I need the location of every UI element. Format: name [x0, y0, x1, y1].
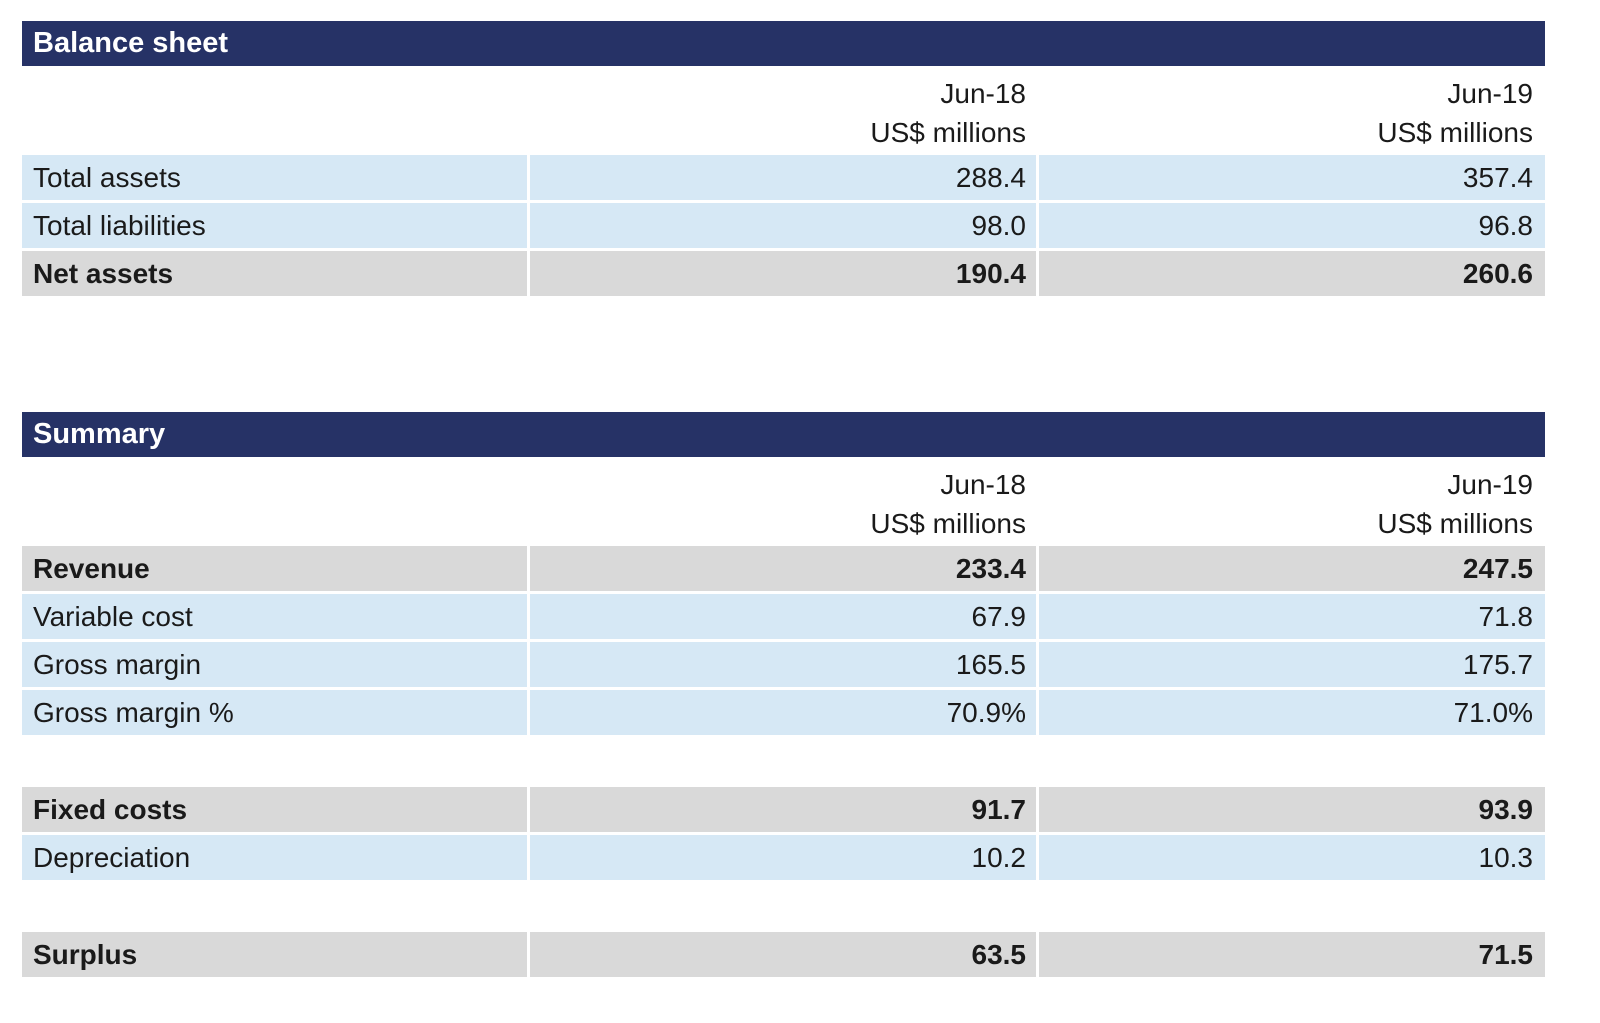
column-unit: US$ millions: [1377, 117, 1533, 148]
column-period: Jun-18: [940, 469, 1026, 500]
table-row-variable-cost: Variable cost 67.9 71.8: [22, 594, 1545, 639]
table-row-gross-margin-percent: Gross margin % 70.9% 71.0%: [22, 690, 1545, 735]
row-label: Gross margin %: [22, 690, 527, 735]
row-label: Depreciation: [22, 835, 527, 880]
section-spacer: [22, 738, 1545, 787]
row-value-jun-18: 165.5: [530, 642, 1036, 687]
row-value-jun-18: 63.5: [530, 932, 1036, 977]
row-value-jun-19: 260.6: [1039, 251, 1545, 296]
column-header-jun-19: Jun-19 US$ millions: [1039, 66, 1533, 152]
row-value-jun-19: 10.3: [1039, 835, 1545, 880]
row-label: Fixed costs: [22, 787, 527, 832]
row-label: Gross margin: [22, 642, 527, 687]
table-row-total-liabilities: Total liabilities 98.0 96.8: [22, 203, 1545, 248]
row-label: Total assets: [22, 155, 527, 200]
table-row-gross-margin: Gross margin 165.5 175.7: [22, 642, 1545, 687]
row-value-jun-18: 70.9%: [530, 690, 1036, 735]
column-header-jun-18: Jun-18 US$ millions: [530, 457, 1026, 543]
column-unit: US$ millions: [870, 508, 1026, 539]
row-label: Net assets: [22, 251, 527, 296]
column-header-jun-19: Jun-19 US$ millions: [1039, 457, 1533, 543]
column-period: Jun-19: [1447, 78, 1533, 109]
row-value-jun-18: 91.7: [530, 787, 1036, 832]
row-label: Revenue: [22, 546, 527, 591]
row-value-jun-18: 233.4: [530, 546, 1036, 591]
table-row-net-assets: Net assets 190.4 260.6: [22, 251, 1545, 296]
row-value-jun-18: 10.2: [530, 835, 1036, 880]
column-header-row: Jun-18 US$ millions Jun-19 US$ millions: [22, 457, 1545, 546]
row-value-jun-19: 96.8: [1039, 203, 1545, 248]
row-label: Total liabilities: [22, 203, 527, 248]
table-row-total-assets: Total assets 288.4 357.4: [22, 155, 1545, 200]
row-value-jun-19: 93.9: [1039, 787, 1545, 832]
balance-sheet-table: Balance sheet Jun-18 US$ millions Jun-19…: [22, 21, 1545, 299]
table-row-fixed-costs: Fixed costs 91.7 93.9: [22, 787, 1545, 832]
column-header-row: Jun-18 US$ millions Jun-19 US$ millions: [22, 66, 1545, 155]
row-value-jun-19: 247.5: [1039, 546, 1545, 591]
row-value-jun-19: 175.7: [1039, 642, 1545, 687]
column-period: Jun-18: [940, 78, 1026, 109]
row-label: Variable cost: [22, 594, 527, 639]
row-value-jun-18: 288.4: [530, 155, 1036, 200]
column-period: Jun-19: [1447, 469, 1533, 500]
table-title: Balance sheet: [22, 21, 1545, 66]
row-value-jun-19: 357.4: [1039, 155, 1545, 200]
section-spacer: [22, 883, 1545, 932]
row-value-jun-18: 67.9: [530, 594, 1036, 639]
row-value-jun-18: 190.4: [530, 251, 1036, 296]
column-unit: US$ millions: [1377, 508, 1533, 539]
summary-table: Summary Jun-18 US$ millions Jun-19 US$ m…: [22, 412, 1545, 980]
row-label: Surplus: [22, 932, 527, 977]
table-row-depreciation: Depreciation 10.2 10.3: [22, 835, 1545, 880]
column-unit: US$ millions: [870, 117, 1026, 148]
row-value-jun-19: 71.5: [1039, 932, 1545, 977]
row-value-jun-18: 98.0: [530, 203, 1036, 248]
row-value-jun-19: 71.0%: [1039, 690, 1545, 735]
column-header-jun-18: Jun-18 US$ millions: [530, 66, 1026, 152]
table-title: Summary: [22, 412, 1545, 457]
table-row-surplus: Surplus 63.5 71.5: [22, 932, 1545, 977]
table-row-revenue: Revenue 233.4 247.5: [22, 546, 1545, 591]
row-value-jun-19: 71.8: [1039, 594, 1545, 639]
